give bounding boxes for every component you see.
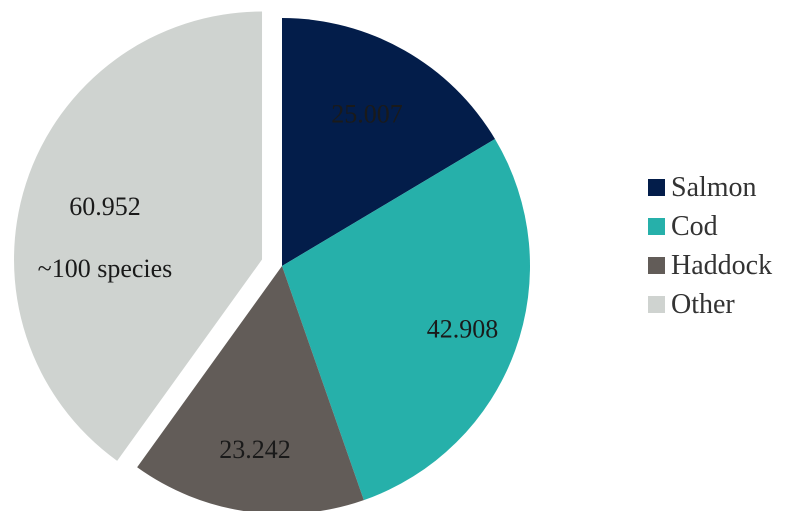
- legend-item-other: Other: [648, 285, 772, 324]
- pie-slice-haddock: [137, 266, 364, 511]
- slice-labels: 25.007 42.908 23.242 60.952 ~100 species: [38, 99, 499, 464]
- slice-annotation-other: ~100 species: [38, 254, 173, 283]
- legend-swatch-haddock: [648, 257, 665, 274]
- pie-slice-cod: [282, 138, 531, 501]
- legend-item-salmon: Salmon: [648, 168, 772, 207]
- slice-value-label-haddock: 23.242: [219, 435, 291, 464]
- legend-label-haddock: Haddock: [671, 249, 773, 281]
- legend-label-other: Other: [671, 288, 735, 320]
- legend-swatch-cod: [648, 218, 665, 235]
- legend-item-haddock: Haddock: [648, 246, 772, 285]
- pie-slices: [14, 11, 531, 511]
- slice-value-label-salmon: 25.007: [331, 99, 403, 128]
- legend-swatch-salmon: [648, 179, 665, 196]
- slice-value-label-cod: 42.908: [427, 315, 499, 344]
- legend: Salmon Cod Haddock Other: [648, 168, 772, 324]
- legend-item-cod: Cod: [648, 207, 772, 246]
- pie-slice-salmon: [282, 18, 495, 266]
- pie-slice-other: [14, 11, 263, 461]
- legend-label-cod: Cod: [671, 210, 718, 242]
- legend-label-salmon: Salmon: [671, 171, 757, 203]
- slice-value-label-other: 60.952: [69, 192, 141, 221]
- legend-swatch-other: [648, 296, 665, 313]
